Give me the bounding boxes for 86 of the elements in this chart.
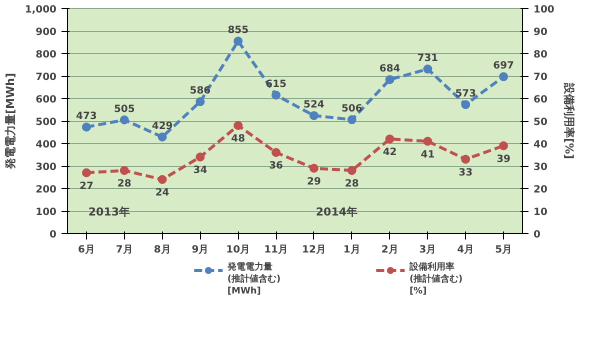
data-label: 697 [493, 60, 514, 72]
point [158, 132, 167, 142]
y2-tick-label: 90 [534, 27, 548, 38]
y-tick-label: 1,000 [24, 4, 57, 16]
data-label: 39 [496, 154, 511, 165]
y2-tick-label: 80 [534, 50, 548, 60]
x-tick-label: 11月 [264, 244, 288, 256]
data-label: 33 [458, 167, 473, 178]
data-label: 524 [304, 100, 324, 111]
point [272, 148, 281, 157]
point [461, 100, 470, 110]
point [423, 64, 432, 74]
y-tick-label: 400 [36, 140, 57, 150]
point [347, 166, 356, 175]
y2-tick-label: 20 [534, 184, 548, 196]
x-tick-label: 6月 [78, 244, 95, 256]
y2-axis-title: 設備利用率[%] [562, 82, 576, 160]
data-label: 41 [420, 149, 435, 160]
data-label: 24 [155, 188, 170, 198]
point [309, 164, 318, 173]
point [158, 175, 167, 184]
y-tick-label: 600 [36, 94, 57, 106]
x-tick-label: 1月 [343, 244, 360, 256]
legend-label: 設備利用率 (推計値含む) [%] [408, 262, 463, 296]
x-tick-label: 4月 [457, 244, 474, 256]
data-label: 29 [307, 176, 321, 188]
y2-tick-label: 40 [534, 140, 548, 150]
point [499, 141, 508, 150]
y2-tick-label: 70 [534, 72, 548, 83]
point [196, 152, 205, 162]
data-label: 28 [117, 178, 132, 190]
y-axis-title: 発電電力量[MWh] [4, 73, 17, 170]
data-label: 28 [344, 178, 359, 190]
data-label: 34 [193, 165, 208, 176]
data-label: 505 [114, 104, 135, 115]
point [385, 134, 394, 144]
point [234, 36, 243, 46]
point [499, 72, 508, 82]
annotation: 2014年 [316, 206, 358, 218]
point [309, 111, 318, 120]
point [272, 90, 281, 100]
annotation: 2013年 [88, 206, 130, 218]
data-label: 27 [80, 180, 94, 192]
data-label: 36 [269, 160, 284, 172]
y-tick-label: 300 [36, 162, 57, 173]
y2-tick-label: 60 [534, 94, 548, 106]
y-tick-label: 100 [36, 207, 57, 218]
data-label: 42 [382, 147, 397, 158]
point [120, 166, 129, 175]
x-tick-label: 12月 [302, 244, 326, 256]
point [347, 115, 356, 124]
y-tick-label: 200 [36, 184, 57, 196]
point [196, 97, 205, 106]
point [423, 136, 432, 146]
x-tick-label: 7月 [116, 244, 133, 256]
y-tick-label: 700 [36, 72, 57, 83]
y2-tick-label: 10 [534, 207, 548, 218]
y-tick-label: 800 [36, 50, 57, 60]
point [120, 115, 129, 124]
data-label: 573 [455, 88, 476, 100]
point [234, 121, 243, 130]
data-label: 684 [379, 64, 400, 75]
x-tick-label: 10月 [226, 244, 250, 256]
x-tick-label: 2月 [381, 244, 398, 256]
data-label: 48 [231, 134, 246, 144]
y2-tick-label: 50 [534, 117, 548, 128]
data-label: 731 [417, 53, 438, 64]
point [461, 154, 470, 164]
y2-tick-label: 30 [534, 162, 548, 173]
data-label: 429 [152, 120, 173, 132]
x-tick-label: 9月 [192, 244, 209, 256]
point [82, 168, 91, 178]
data-label: 586 [190, 86, 211, 97]
x-tick-label: 8月 [154, 244, 171, 256]
y-tick-label: 900 [36, 27, 57, 38]
data-label: 855 [228, 25, 249, 36]
y-tick-label: 500 [36, 117, 57, 128]
y2-tick-label: 100 [534, 4, 554, 16]
point [385, 75, 394, 84]
y2-tick-label: 0 [534, 230, 540, 240]
x-tick-label: 5月 [495, 244, 512, 256]
legend-label: 発電電力量 (推計値含む) [MWh] [226, 262, 281, 296]
y-tick-label: 0 [50, 230, 57, 240]
data-label: 473 [76, 111, 97, 122]
x-tick-label: 3月 [419, 244, 436, 256]
point [82, 122, 91, 132]
